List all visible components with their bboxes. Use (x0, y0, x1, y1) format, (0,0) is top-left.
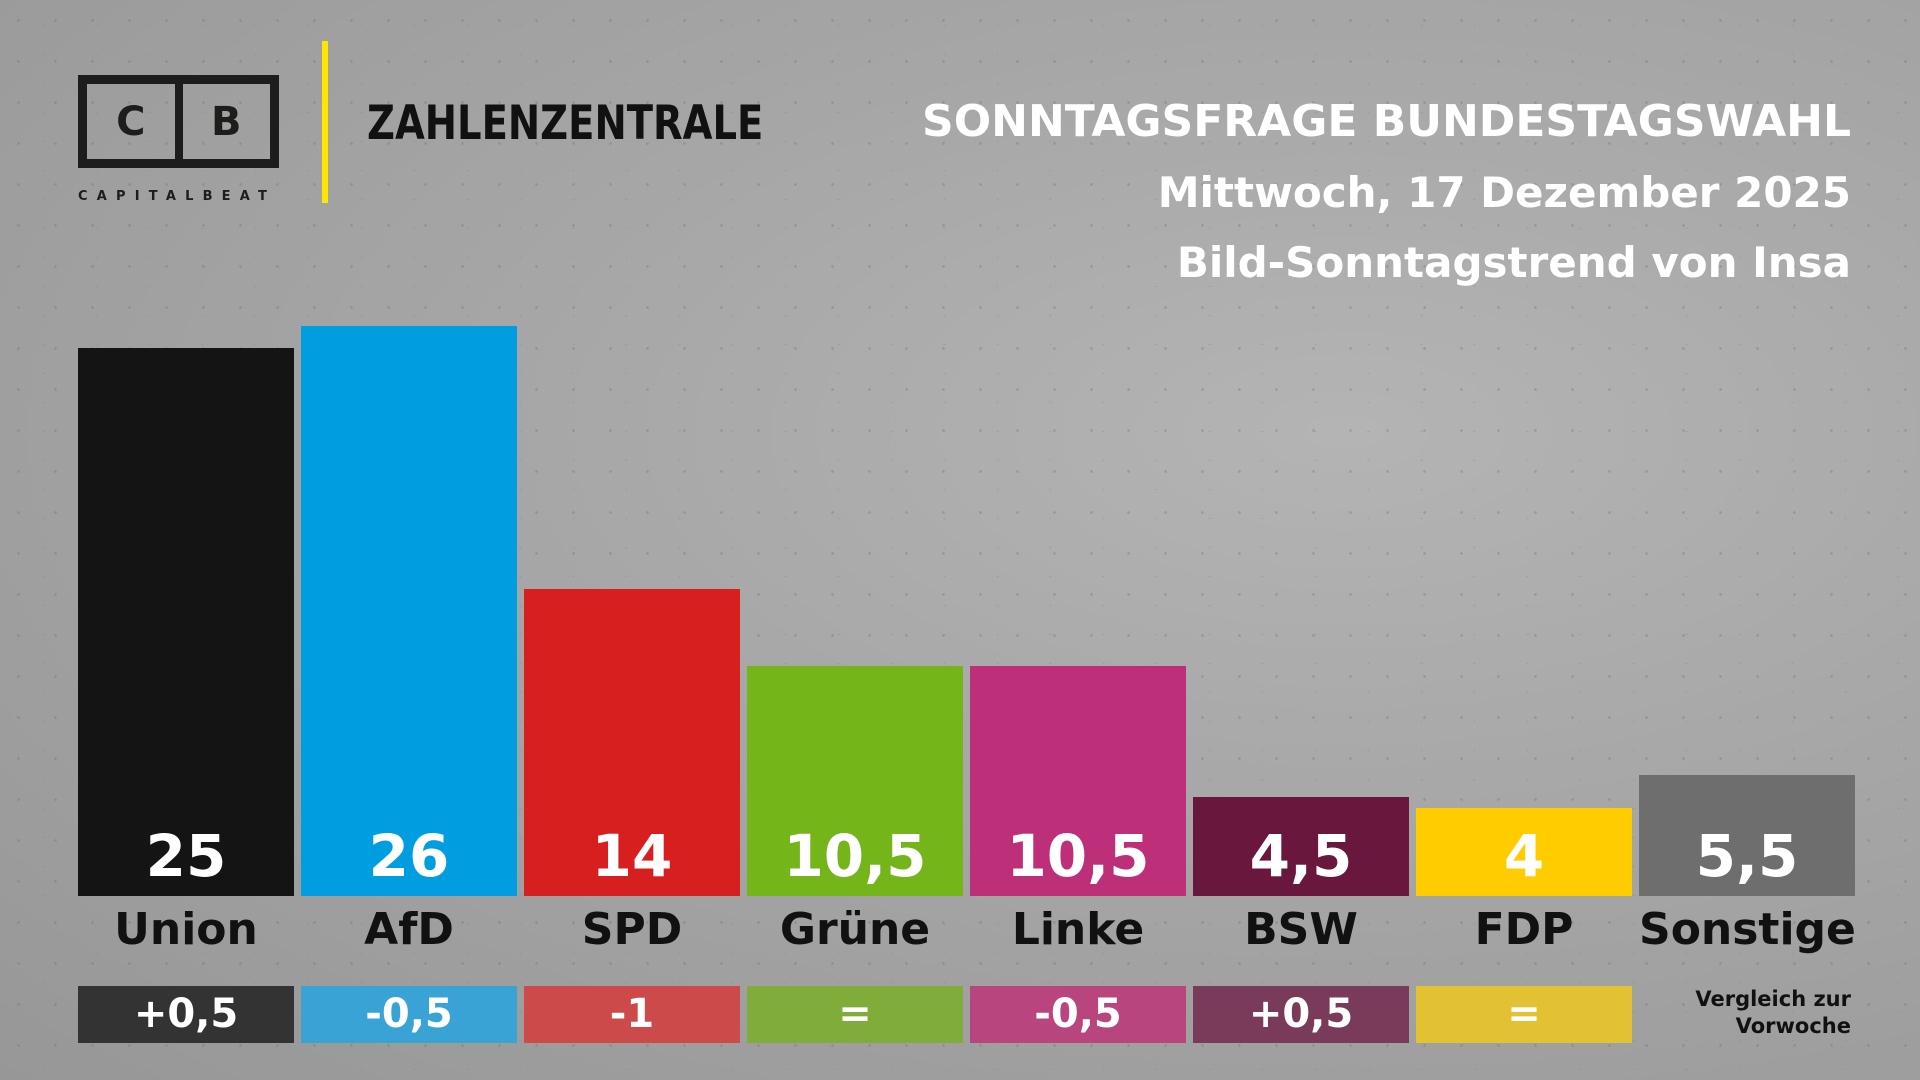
section-title: ZAHLENZENTRALE (367, 96, 764, 151)
change-label-spd: -1 (524, 986, 740, 1043)
bar-linke (970, 665, 1186, 896)
category-label-sonstige: Sonstige (1639, 904, 1856, 955)
change-note: Vergleich zur Vorwoche (1695, 986, 1851, 1040)
change-label-grne: = (747, 986, 963, 1043)
change-label-afd: -0,5 (301, 986, 517, 1043)
category-label-grne: Grüne (779, 904, 931, 955)
value-label-fdp: 4 (1503, 822, 1545, 890)
change-label-union: +0,5 (78, 986, 294, 1043)
category-label-bsw: BSW (1244, 904, 1358, 955)
category-label-spd: SPD (581, 904, 683, 955)
change-label-fdp: = (1416, 986, 1632, 1043)
note-line-1: Vergleich zur (1695, 987, 1851, 1011)
bar-sonstige (1639, 775, 1855, 896)
value-label-grne: 10,5 (783, 822, 927, 890)
category-label-linke: Linke (1011, 904, 1145, 955)
change-label-linke: -0,5 (970, 986, 1186, 1043)
category-label-fdp: FDP (1474, 904, 1574, 955)
change-label-bsw: +0,5 (1193, 986, 1409, 1043)
value-label-afd: 26 (368, 822, 450, 890)
note-line-2: Vorwoche (1735, 1014, 1851, 1038)
logo-letter-b: B (211, 98, 242, 145)
value-label-spd: 14 (591, 822, 673, 890)
category-label-union: Union (114, 904, 258, 955)
bar-spd (524, 589, 740, 896)
bar-grne (747, 665, 963, 896)
value-label-linke: 10,5 (1006, 822, 1150, 890)
bar-afd (301, 326, 517, 896)
capitalbeat-logo: C B (78, 75, 279, 168)
bar-union (78, 347, 294, 896)
chart-title: SONNTAGSFRAGE BUNDESTAGSWAHL (922, 96, 1851, 147)
logo-wordmark: CAPITALBEAT (78, 189, 277, 204)
value-label-union: 25 (145, 822, 227, 890)
value-label-bsw: 4,5 (1249, 822, 1353, 890)
chart-date: Mittwoch, 17 Dezember 2025 (1157, 168, 1851, 217)
value-label-sonstige: 5,5 (1695, 822, 1799, 890)
bar-bsw (1193, 797, 1409, 896)
category-label-afd: AfD (364, 904, 454, 955)
divider-line (322, 41, 328, 203)
bar-fdp (1416, 808, 1632, 896)
logo-letter-c: C (87, 84, 183, 159)
chart-source: Bild-Sonntagstrend von Insa (1176, 238, 1851, 287)
